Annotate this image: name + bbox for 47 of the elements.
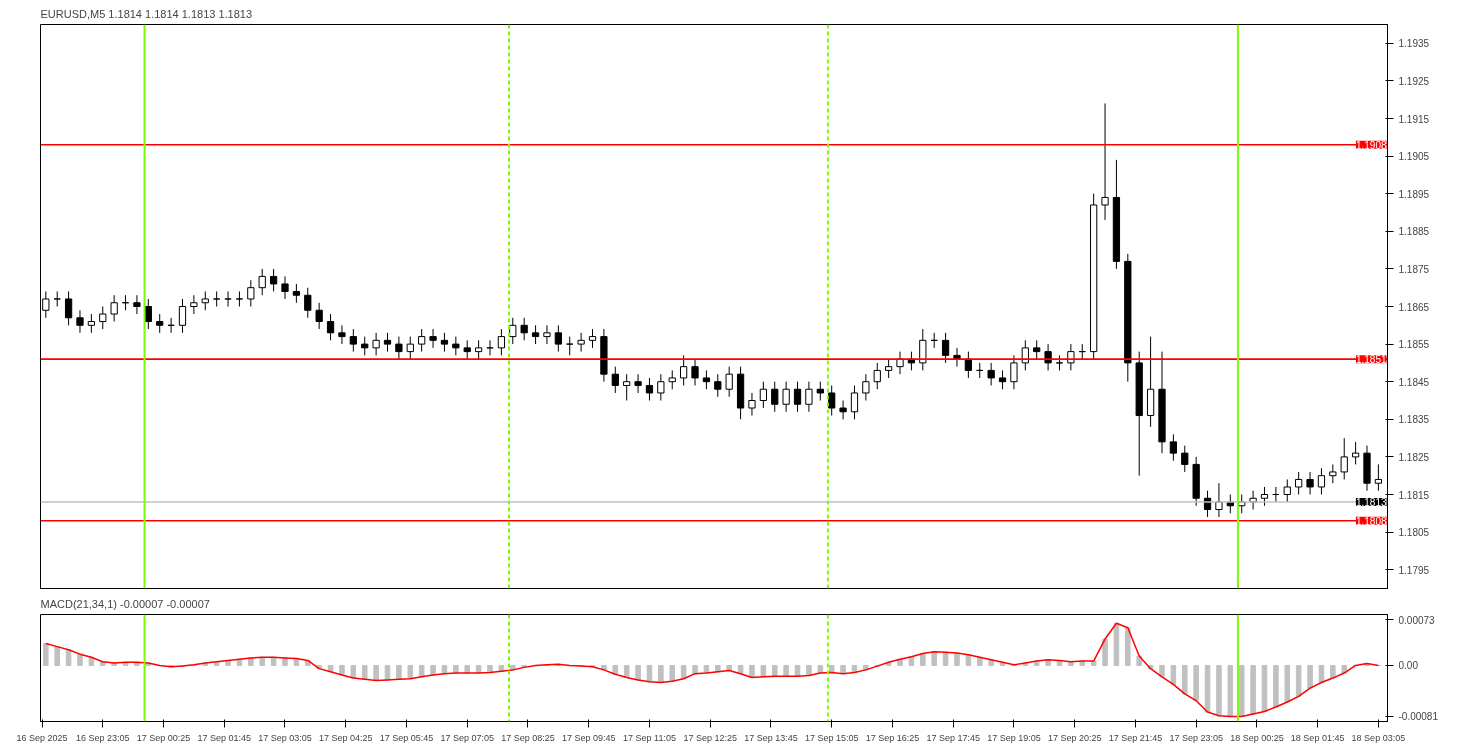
x-tick-label: 16 Sep 23:05 [75, 732, 130, 743]
x-tick-label: 17 Sep 11:05 [623, 732, 676, 743]
x-tick-label: 18 Sep 00:25 [1230, 732, 1284, 743]
x-tick-label: 17 Sep 16:25 [865, 732, 920, 743]
x-tick-label: 17 Sep 03:05 [258, 732, 312, 743]
x-tick-label: 16 Sep 2025 [16, 732, 68, 743]
x-tick-label: 17 Sep 05:45 [379, 732, 434, 743]
x-tick-label: 17 Sep 08:25 [501, 732, 555, 743]
chart-title: MACD(21,34,1) -0.00007 -0.00007 [40, 597, 210, 610]
x-tick-label: 17 Sep 13:45 [744, 732, 798, 743]
ref-line-label: 1.1813 [1355, 497, 1387, 509]
y-tick-label: 1.1875 [1398, 263, 1430, 275]
x-tick-label: 18 Sep 03:05 [1351, 732, 1406, 743]
y-tick-label: 1.1905 [1398, 151, 1430, 163]
y-tick-label: 1.1795 [1398, 564, 1430, 576]
x-tick-label: 17 Sep 09:45 [561, 732, 616, 743]
y-tick-label: 1.1805 [1398, 527, 1430, 539]
ref-line-label: 1.1808 [1355, 515, 1387, 527]
x-tick-label: 17 Sep 00:25 [136, 732, 191, 743]
y-tick-label: 1.1925 [1398, 75, 1430, 87]
x-tick-label: 17 Sep 17:45 [926, 732, 980, 743]
x-tick-label: 17 Sep 07:05 [440, 732, 495, 743]
x-tick-label: 17 Sep 04:25 [318, 732, 373, 743]
x-tick-label: 17 Sep 12:25 [683, 732, 737, 743]
y-tick-label: 1.1825 [1398, 451, 1430, 463]
y-tick-label: 1.1855 [1398, 339, 1430, 351]
chart-title: EURUSD,M5 1.1814 1.1814 1.1813 1.1813 [40, 7, 253, 20]
y-tick-label: 1.1845 [1398, 376, 1430, 388]
y-tick-label: 1.1935 [1398, 38, 1430, 50]
y-tick-label: 1.1885 [1398, 226, 1430, 238]
x-tick-label: 18 Sep 01:45 [1290, 732, 1345, 743]
x-tick-label: 17 Sep 19:05 [987, 732, 1041, 743]
x-tick-label: 17 Sep 21:45 [1108, 732, 1163, 743]
y-tick-label: -0.00081 [1398, 711, 1439, 723]
y-tick-label: 1.1915 [1398, 113, 1430, 125]
x-tick-label: 17 Sep 20:25 [1047, 732, 1102, 743]
y-tick-label: 0.00 [1398, 660, 1419, 672]
ref-line-label: 1.1851 [1355, 354, 1387, 366]
y-tick-label: 1.1865 [1398, 301, 1430, 313]
ref-line-label: 1.1908 [1355, 139, 1387, 151]
y-tick-label: 1.1835 [1398, 414, 1430, 426]
x-tick-label: 17 Sep 23:05 [1169, 732, 1223, 743]
y-tick-label: 1.1895 [1398, 188, 1430, 200]
x-tick-label: 17 Sep 15:05 [804, 732, 859, 743]
y-tick-label: 0.00073 [1398, 614, 1436, 626]
y-tick-label: 1.1815 [1398, 489, 1430, 501]
x-tick-label: 17 Sep 01:45 [197, 732, 252, 743]
